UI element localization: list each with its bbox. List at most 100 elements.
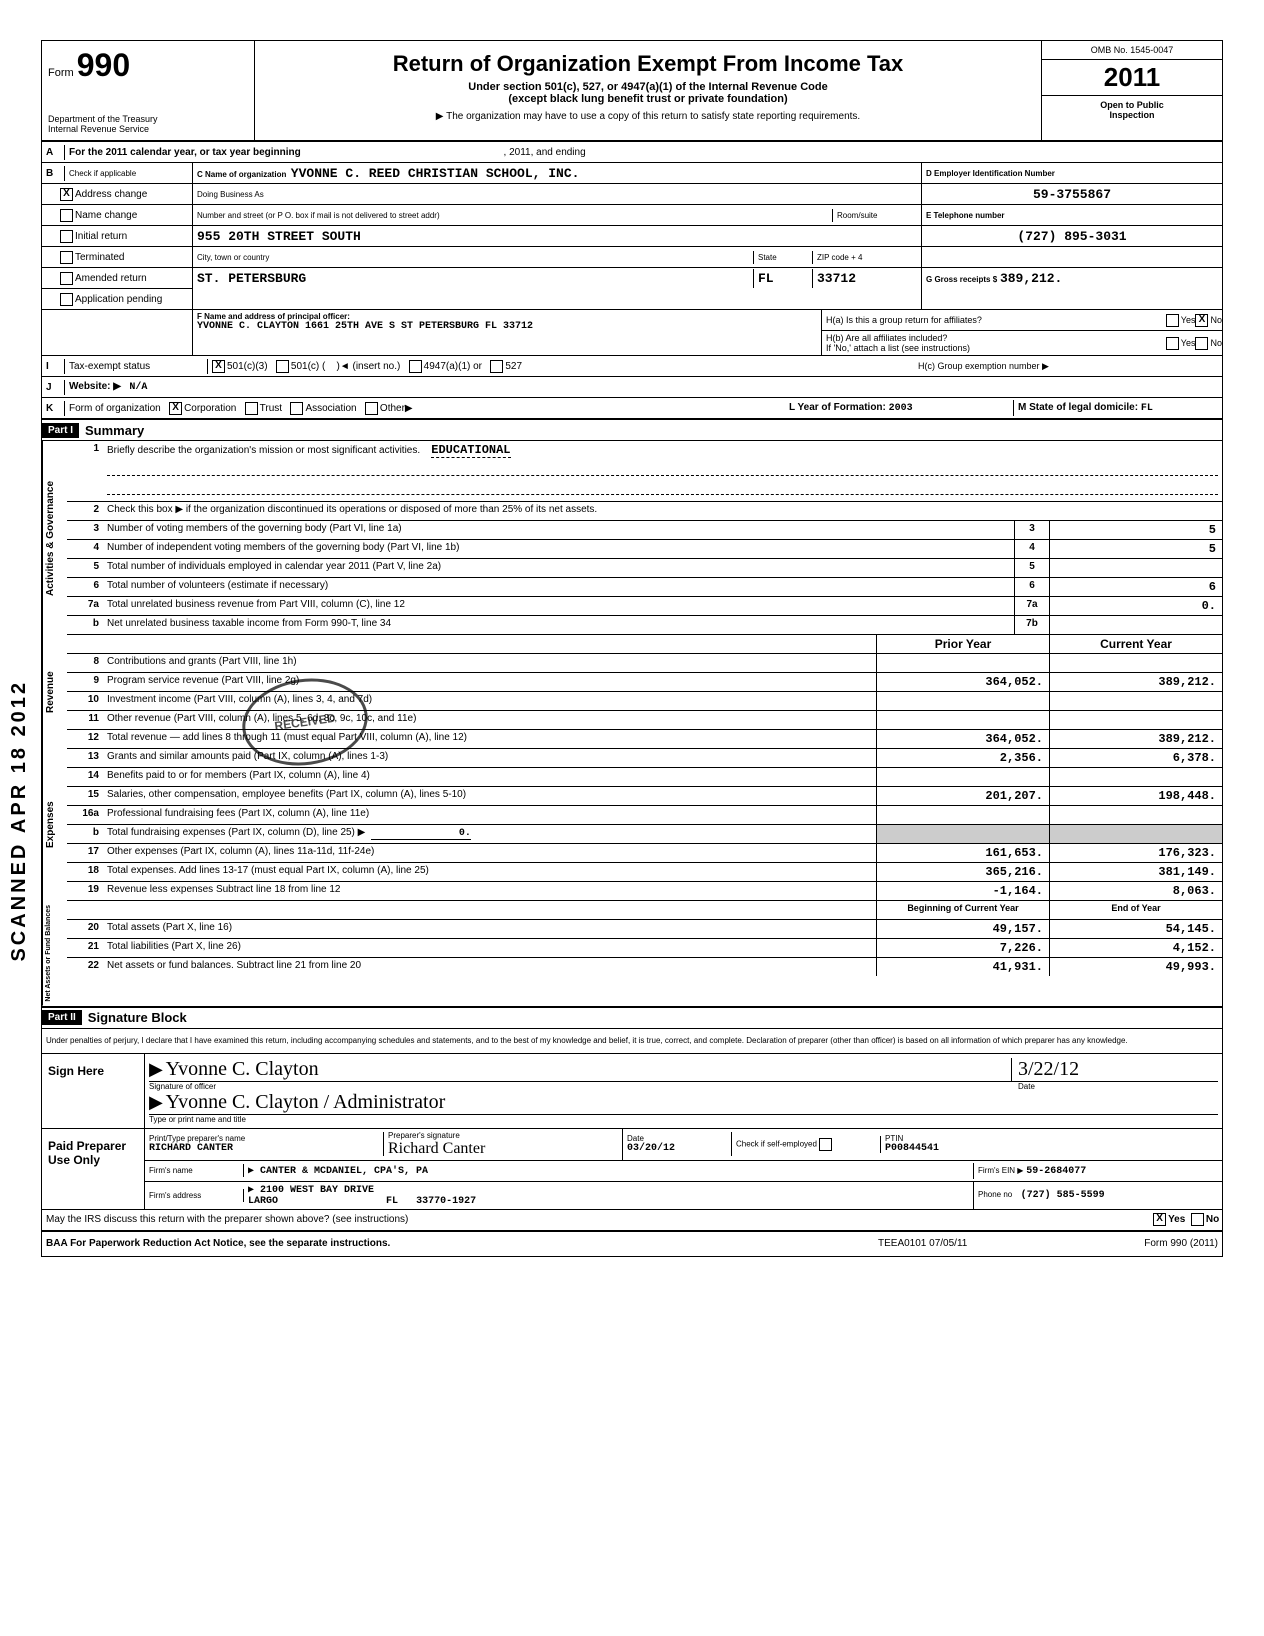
inspection: Inspection xyxy=(1046,110,1218,120)
dba-label: Doing Business As xyxy=(193,188,268,201)
discuss-no-checkbox[interactable] xyxy=(1191,1213,1204,1226)
phone-value: (727) 895-3031 xyxy=(922,227,1222,246)
check-applicable: Check if applicable xyxy=(65,167,140,180)
line-1-label: Briefly describe the organization's miss… xyxy=(107,445,420,456)
line-2-label: Check this box ▶ if the organization dis… xyxy=(107,504,597,515)
officer-signature: Yvonne C. Clayton xyxy=(166,1058,319,1080)
self-employed-checkbox[interactable] xyxy=(819,1138,832,1151)
officer-info: YVONNE C. CLAYTON 1661 25TH AVE S ST PET… xyxy=(197,321,817,332)
form-990: Form 990 Department of the Treasury Inte… xyxy=(41,40,1223,1257)
prep-date-label: Date xyxy=(627,1134,727,1143)
h-b-note: If 'No,' attach a list (see instructions… xyxy=(826,343,970,353)
line-17-current: 176,323. xyxy=(1049,844,1222,862)
firm-address: ▶ 2100 WEST BAY DRIVE xyxy=(248,1185,374,1196)
line-21-current: 4,152. xyxy=(1049,939,1222,957)
line-21-prior: 7,226. xyxy=(876,939,1049,957)
name-change-checkbox[interactable] xyxy=(60,209,73,222)
open-public: Open to Public xyxy=(1046,100,1218,110)
tax-exempt-label: Tax-exempt status xyxy=(65,359,208,374)
officer-name-title: Yvonne C. Clayton / Administrator xyxy=(166,1091,446,1113)
terminated-checkbox[interactable] xyxy=(60,251,73,264)
mission-value: EDUCATIONAL xyxy=(431,443,510,458)
line-12-label: Total revenue — add lines 8 through 11 (… xyxy=(103,730,876,748)
section-l-label: L Year of Formation: xyxy=(789,402,886,413)
line-15-prior: 201,207. xyxy=(876,787,1049,805)
firm-addr-label: Firm's address xyxy=(145,1189,244,1202)
side-net-assets: Net Assets or Fund Balances xyxy=(42,901,67,1006)
footer-code: TEEA0101 07/05/11 xyxy=(878,1238,1078,1249)
app-pending-label: Application pending xyxy=(75,294,162,305)
section-c-label: C Name of organization xyxy=(197,170,286,179)
line-3-label: Number of voting members of the governin… xyxy=(103,521,1014,539)
527-checkbox[interactable] xyxy=(490,360,503,373)
corp-checkbox[interactable]: X xyxy=(169,402,182,415)
line-13-current: 6,378. xyxy=(1049,749,1222,767)
addr-label: Number and street (or P O. box if mail i… xyxy=(193,209,833,222)
hb-no-checkbox[interactable] xyxy=(1195,337,1208,350)
4947-checkbox[interactable] xyxy=(409,360,422,373)
city-value: ST. PETERSBURG xyxy=(193,269,754,288)
dept-treasury: Department of the Treasury xyxy=(48,114,248,124)
room-label: Room/suite xyxy=(833,209,921,222)
part-2-header: Part II xyxy=(42,1010,82,1025)
line-19-prior: -1,164. xyxy=(876,882,1049,900)
line-19-label: Revenue less expenses Subtract line 18 f… xyxy=(103,882,876,900)
501c3-checkbox[interactable]: X xyxy=(212,360,225,373)
part-1-title: Summary xyxy=(79,421,150,440)
hb-yes-checkbox[interactable] xyxy=(1166,337,1179,350)
begin-year-header: Beginning of Current Year xyxy=(876,901,1049,919)
section-b-label: B xyxy=(42,166,65,181)
section-a-mid: , 2011, and ending xyxy=(504,147,586,158)
line-9-prior: 364,052. xyxy=(876,673,1049,691)
line-18-current: 381,149. xyxy=(1049,863,1222,881)
line-6-value: 6 xyxy=(1049,578,1222,596)
line-12-prior: 364,052. xyxy=(876,730,1049,748)
line-19-current: 8,063. xyxy=(1049,882,1222,900)
section-i-label: I xyxy=(42,359,65,374)
form-title: Return of Organization Exempt From Incom… xyxy=(261,51,1035,77)
street-address: 955 20TH STREET SOUTH xyxy=(193,227,365,246)
line-11-label: Other revenue (Part VIII, column (A), li… xyxy=(103,711,876,729)
firm-ein-label: Firm's EIN ▶ xyxy=(978,1166,1023,1175)
line-16b-value: 0. xyxy=(371,828,471,840)
side-governance: Activities & Governance xyxy=(42,441,67,635)
ha-no-checkbox[interactable]: X xyxy=(1195,314,1208,327)
website-label: Website: ▶ xyxy=(69,381,121,392)
line-14-label: Benefits paid to or for members (Part IX… xyxy=(103,768,876,786)
end-year-header: End of Year xyxy=(1049,901,1222,919)
discuss-yes-checkbox[interactable]: X xyxy=(1153,1213,1166,1226)
year-formation: 2003 xyxy=(889,403,913,414)
line-6-label: Total number of volunteers (estimate if … xyxy=(103,578,1014,596)
subtitle-2: (except black lung benefit trust or priv… xyxy=(261,93,1035,105)
amended-checkbox[interactable] xyxy=(60,272,73,285)
prep-name: RICHARD CANTER xyxy=(149,1143,379,1154)
city-label: City, town or country xyxy=(193,251,754,264)
ha-yes-checkbox[interactable] xyxy=(1166,314,1179,327)
app-pending-checkbox[interactable] xyxy=(60,293,73,306)
firm-ein: 59-2684077 xyxy=(1026,1166,1086,1177)
name-change-label: Name change xyxy=(75,210,137,221)
addr-change-checkbox[interactable]: X xyxy=(60,188,73,201)
trust-checkbox[interactable] xyxy=(245,402,258,415)
other-checkbox[interactable] xyxy=(365,402,378,415)
omb-number: OMB No. 1545-0047 xyxy=(1042,41,1222,60)
line-12-current: 389,212. xyxy=(1049,730,1222,748)
501c-checkbox[interactable] xyxy=(276,360,289,373)
initial-return-checkbox[interactable] xyxy=(60,230,73,243)
perjury-statement: Under penalties of perjury, I declare th… xyxy=(42,1029,1222,1054)
line-16b-label: Total fundraising expenses (Part IX, col… xyxy=(107,827,365,838)
state-value: FL xyxy=(754,269,813,288)
gross-receipts: 389,212. xyxy=(1000,271,1062,286)
part-2-title: Signature Block xyxy=(82,1008,193,1027)
line-3-value: 5 xyxy=(1049,521,1222,539)
section-d-label: D Employer Identification Number xyxy=(922,167,1059,180)
check-self-label: Check if self-employed xyxy=(736,1139,817,1148)
zip-value: 33712 xyxy=(813,269,921,288)
section-e-label: E Telephone number xyxy=(922,209,1009,222)
ptin-value: P00844541 xyxy=(885,1143,1218,1154)
addr-change-label: Address change xyxy=(75,189,147,200)
section-a-text: For the 2011 calendar year, or tax year … xyxy=(69,147,301,158)
assoc-checkbox[interactable] xyxy=(290,402,303,415)
line-9-label: Program service revenue (Part VIII, line… xyxy=(103,673,876,691)
line-17-label: Other expenses (Part IX, column (A), lin… xyxy=(103,844,876,862)
